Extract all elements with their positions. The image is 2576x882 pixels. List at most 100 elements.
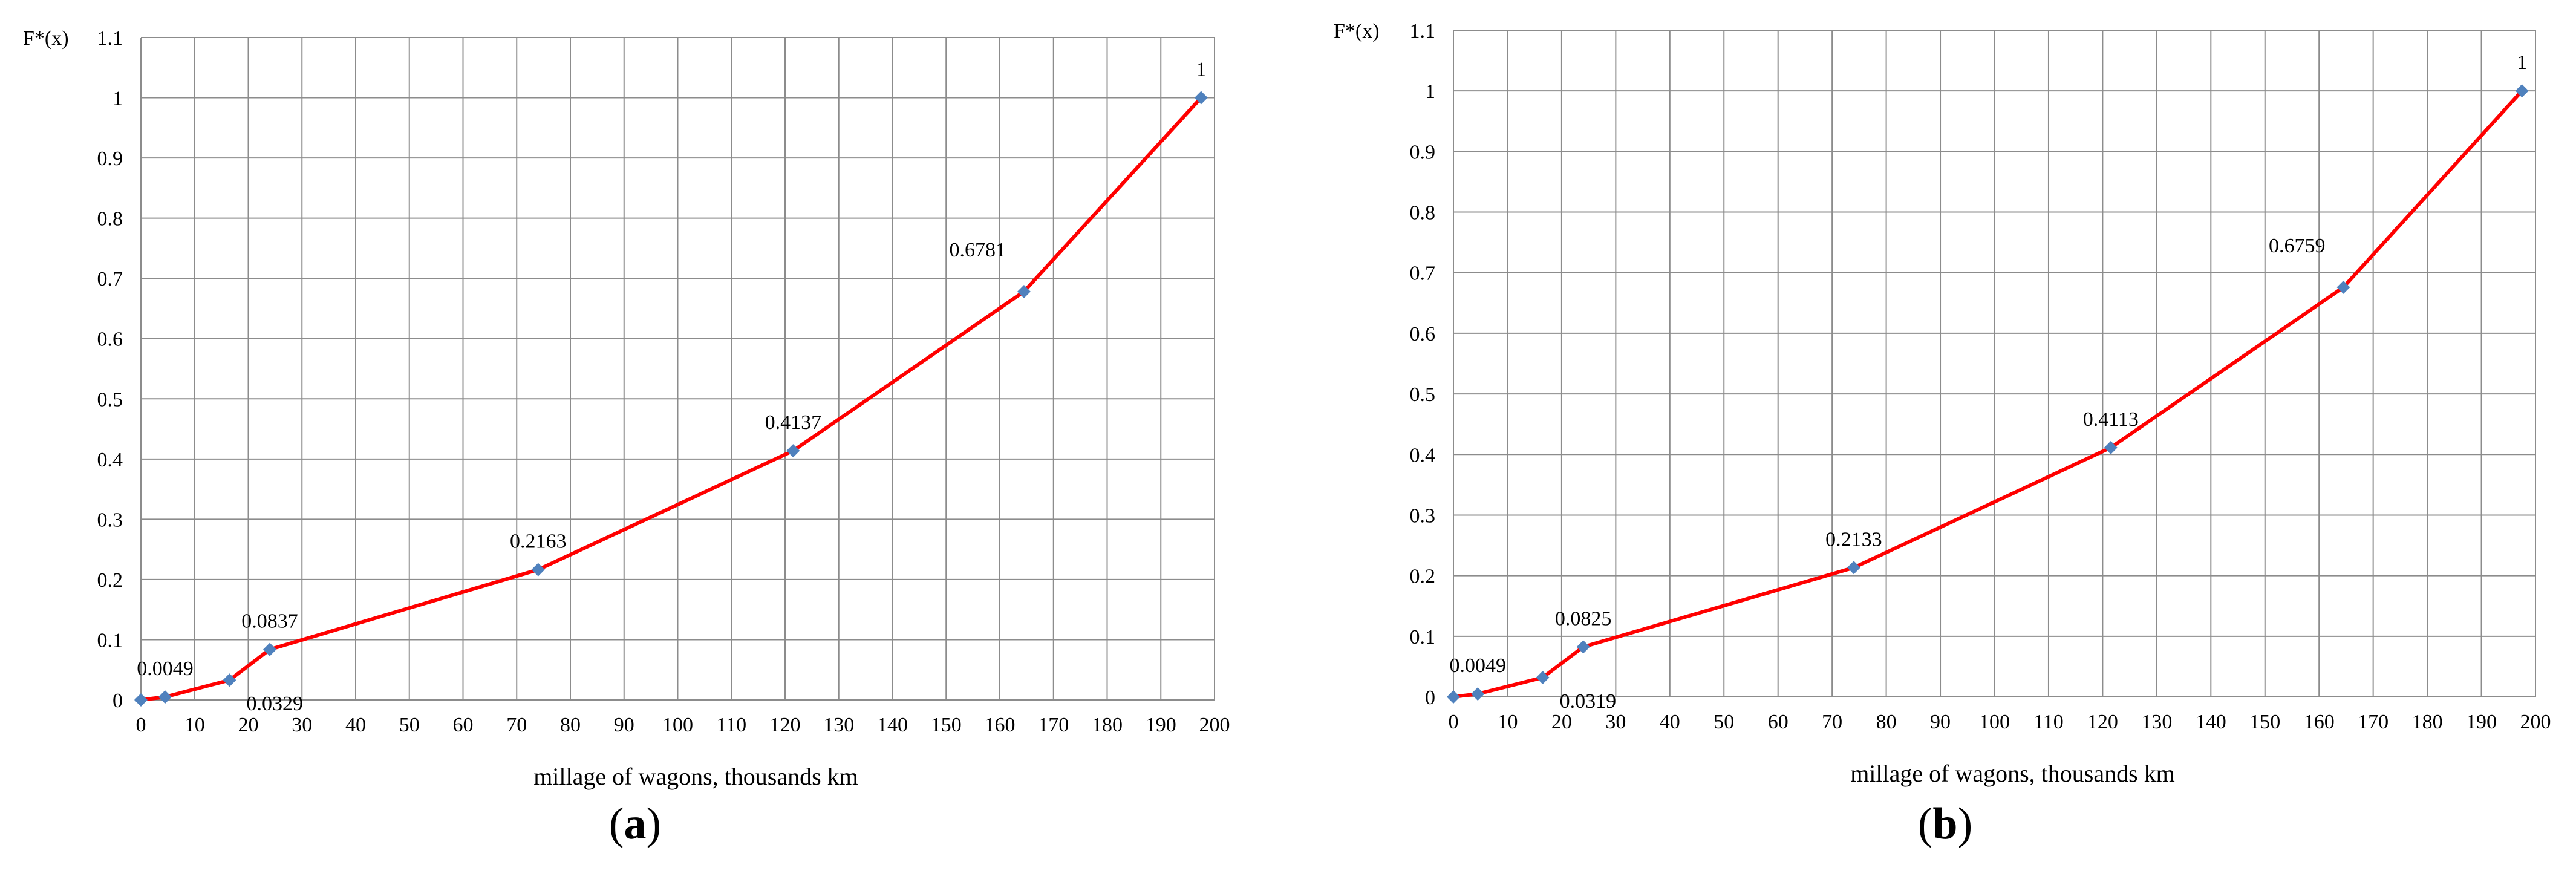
- panel-label-a: (a): [608, 799, 662, 849]
- x-tick-label: 80: [1876, 711, 1897, 733]
- x-tick-label: 40: [1660, 711, 1680, 733]
- panel-label-b: (b): [1917, 799, 1973, 849]
- x-tick-label: 30: [292, 714, 312, 736]
- chart-panel-a: 0 10 20 30 40 50 60 70 80 90 100 110 120 130 140 150 160…: [0, 0, 1282, 882]
- x-tick-label: 90: [1930, 711, 1951, 733]
- y-tick-label: 0.5: [1410, 384, 1436, 406]
- y-axis-label: F*(x): [23, 27, 69, 50]
- y-tick-label: 1: [1425, 80, 1435, 103]
- data-label: 1: [1196, 59, 1206, 81]
- x-tick-label: 160: [2304, 711, 2335, 733]
- y-tick-label: 0.4: [1410, 444, 1436, 466]
- y-tick-label: 0.4: [97, 449, 123, 471]
- x-tick-label: 50: [1714, 711, 1734, 733]
- data-point-marker: [158, 690, 172, 704]
- data-point-marker: [1447, 690, 1460, 704]
- data-label: 0.2163: [510, 531, 567, 553]
- x-tick-label: 170: [1038, 714, 1069, 736]
- x-tick-label: 200: [2520, 711, 2551, 733]
- panel-letter-a: a: [624, 799, 647, 849]
- x-tick-label: 10: [1497, 711, 1518, 733]
- data-point-marker: [1194, 91, 1208, 105]
- x-tick-label: 150: [931, 714, 962, 736]
- y-tick-label: 0.5: [97, 388, 123, 411]
- x-tick-label: 150: [2249, 711, 2280, 733]
- y-tick-label: 0.2: [97, 569, 123, 592]
- data-label: 0.0049: [137, 658, 194, 680]
- chart-a-svg: 0 10 20 30 40 50 60 70 80 90 100 110 120 130 140 150 160…: [23, 27, 1230, 790]
- x-tick-label: 30: [1605, 711, 1626, 733]
- x-tick-label: 160: [985, 714, 1016, 736]
- x-tick-label: 180: [1092, 714, 1123, 736]
- data-point-marker: [1576, 640, 1590, 654]
- y-tick-label: 0.1: [1410, 626, 1436, 648]
- x-tick-label: 140: [2196, 711, 2226, 733]
- data-label: 0.0319: [1560, 690, 1617, 713]
- y-tick-label: 1.1: [1410, 20, 1436, 42]
- x-tick-label: 100: [1979, 711, 2010, 733]
- plot-grid: [140, 37, 1215, 701]
- x-tick-label: 130: [2141, 711, 2172, 733]
- y-tick-label: 0: [112, 690, 123, 712]
- data-point-marker: [2336, 280, 2350, 294]
- data-point-marker: [1471, 687, 1485, 701]
- data-point-marker: [223, 673, 236, 687]
- data-point-marker: [786, 444, 800, 458]
- y-tick-label: 1.1: [97, 27, 123, 50]
- y-tick-label: 0.3: [1410, 505, 1436, 527]
- data-label: 0.0825: [1555, 607, 1612, 630]
- x-tick-label: 140: [877, 714, 908, 736]
- y-tick-label: 0.6: [1410, 323, 1436, 345]
- data-label: 0.4137: [765, 411, 822, 434]
- chart-panel-b: 0 10 20 30 40 50 60 70 80 90 100 110 120 130 140 150 160…: [1306, 0, 2576, 882]
- x-tick-label: 70: [1822, 711, 1842, 733]
- data-label: 0.6781: [949, 239, 1006, 261]
- data-label: 0.0049: [1450, 655, 1507, 677]
- x-tick-label: 190: [2466, 711, 2497, 733]
- y-tick-label: 0.9: [97, 148, 123, 170]
- data-label: 0.0837: [241, 610, 298, 633]
- y-tick-label: 0.2: [1410, 566, 1436, 588]
- data-label: 1: [2517, 51, 2527, 74]
- y-tick-label: 0: [1425, 687, 1435, 709]
- x-tick-label: 100: [662, 714, 693, 736]
- data-point-marker: [1847, 561, 1860, 575]
- data-point-marker: [2104, 440, 2118, 454]
- y-tick-label: 0.9: [1410, 141, 1436, 163]
- series-line: [1453, 90, 2523, 699]
- data-point-marker: [134, 693, 148, 707]
- x-tick-label: 0: [1449, 711, 1459, 733]
- data-point-marker: [1536, 671, 1550, 685]
- x-tick-label: 70: [506, 714, 527, 736]
- y-tick-label: 0.1: [97, 629, 123, 652]
- x-tick-label: 60: [453, 714, 474, 736]
- x-tick-label: 90: [614, 714, 634, 736]
- y-tick-label: 0.8: [97, 208, 123, 230]
- x-tick-label: 120: [2087, 711, 2118, 733]
- x-tick-label: 120: [770, 714, 801, 736]
- panel-letter-b: b: [1932, 799, 1958, 849]
- y-axis-label: F*(x): [1334, 20, 1380, 42]
- x-tick-label: 50: [399, 714, 420, 736]
- x-axis-label: millage of wagons, thousands km: [533, 763, 858, 790]
- data-point-marker: [531, 563, 545, 577]
- x-tick-label: 110: [2033, 711, 2064, 733]
- x-tick-label: 0: [136, 714, 146, 736]
- y-tick-label: 0.7: [97, 268, 123, 290]
- x-tick-label: 130: [823, 714, 854, 736]
- y-tick-label: 0.7: [1410, 263, 1436, 285]
- x-tick-label: 40: [345, 714, 366, 736]
- x-tick-label: 10: [184, 714, 205, 736]
- data-point-marker: [2515, 84, 2529, 98]
- data-label: 0.0329: [246, 693, 303, 715]
- x-tick-label: 60: [1768, 711, 1789, 733]
- data-label: 0.6759: [2269, 235, 2326, 257]
- x-tick-label: 190: [1146, 714, 1176, 736]
- plot-grid: [1453, 30, 2536, 697]
- chart-b-svg: 0 10 20 30 40 50 60 70 80 90 100 110 120 130 140 150 160…: [1334, 20, 2551, 787]
- y-tick-label: 0.3: [97, 509, 123, 531]
- y-tick-label: 0.6: [97, 328, 123, 351]
- x-tick-label: 20: [1551, 711, 1572, 733]
- x-tick-label: 200: [1199, 714, 1230, 736]
- data-label: 0.4113: [2083, 408, 2139, 431]
